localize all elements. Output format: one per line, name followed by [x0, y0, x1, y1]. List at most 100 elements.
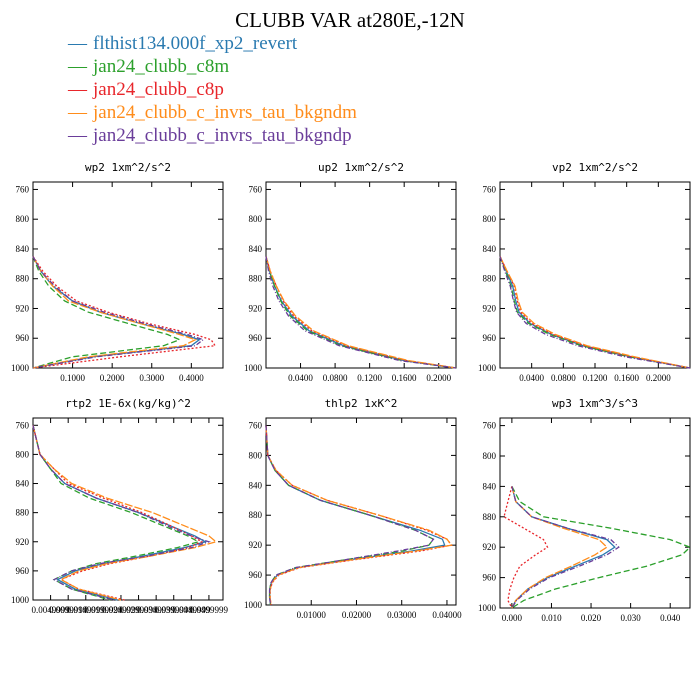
- series-line: [265, 256, 457, 369]
- y-tick-label: 760: [483, 184, 497, 194]
- y-tick-label: 1000: [11, 595, 30, 605]
- plot-title: vp2 1xm^2/s^2: [552, 161, 638, 174]
- y-tick-label: 1000: [11, 363, 30, 373]
- x-tick-label: 0.0249999: [102, 605, 141, 615]
- legend-label: jan24_clubb_c_invrs_tau_bkgndm: [93, 102, 357, 123]
- y-tick-label: 840: [483, 481, 497, 491]
- y-tick-label: 1000: [478, 603, 497, 613]
- legend-item: — jan24_clubb_c8m: [68, 55, 357, 78]
- x-tick-label: 0.010: [541, 613, 562, 623]
- legend-dash-icon: —: [68, 56, 87, 77]
- plot-title: up2 1xm^2/s^2: [318, 161, 404, 174]
- x-tick-label: 0.2000: [100, 373, 125, 383]
- legend-item: — jan24_clubb_c_invrs_tau_bkgndm: [68, 101, 357, 124]
- y-tick-label: 960: [16, 566, 30, 576]
- plot-panel: wp3 1xm^3/s^3 760 800 840 880 920 960 1000 0.000…: [478, 397, 692, 623]
- legend-item: — jan24_clubb_c_invrs_tau_bkgndp: [68, 124, 357, 147]
- y-tick-label: 760: [483, 421, 497, 431]
- y-tick-label: 760: [249, 420, 263, 430]
- x-tick-label: 0.0800: [551, 373, 576, 383]
- y-tick-label: 880: [249, 274, 263, 284]
- series-line: [265, 256, 457, 369]
- y-tick-label: 1000: [478, 363, 497, 373]
- y-tick-label: 960: [483, 333, 497, 343]
- series-line: [32, 256, 182, 369]
- legend: — flthist134.000f_xp2_revert — jan24_clubb…: [68, 32, 357, 147]
- x-tick-label: 0.040: [660, 613, 681, 623]
- series-line: [499, 256, 691, 369]
- series-line: [503, 486, 549, 609]
- series-line: [499, 256, 691, 369]
- x-tick-label: 0.04000: [432, 610, 462, 620]
- y-tick-label: 760: [16, 420, 30, 430]
- x-tick-label: 0.01000: [297, 610, 327, 620]
- plot-frame: [499, 417, 691, 609]
- series-line: [32, 256, 205, 369]
- series-line: [32, 425, 218, 601]
- y-tick-label: 920: [249, 303, 263, 313]
- y-tick-label: 800: [483, 451, 497, 461]
- y-tick-label: 800: [16, 214, 30, 224]
- y-tick-label: 800: [249, 450, 263, 460]
- series-line: [32, 425, 211, 601]
- plot-panel: thlp2 1xK^2 760 800 840 880 920 960 1000 0.01000…: [244, 397, 462, 620]
- legend-item: — jan24_clubb_c8p: [68, 78, 357, 101]
- x-tick-label: 0.0400: [519, 373, 544, 383]
- y-tick-label: 760: [16, 184, 30, 194]
- x-tick-label: 0.0099999: [49, 605, 88, 615]
- series-line: [511, 486, 608, 609]
- y-tick-label: 760: [249, 184, 263, 194]
- x-tick-label: 0.1600: [392, 373, 417, 383]
- series-line: [265, 425, 453, 606]
- x-tick-label: 0.02000: [342, 610, 372, 620]
- y-tick-label: 920: [16, 303, 30, 313]
- series-line: [499, 256, 691, 369]
- y-tick-label: 840: [249, 480, 263, 490]
- y-tick-label: 880: [249, 510, 263, 520]
- plot-title: rtp2 1E-6x(kg/kg)^2: [65, 397, 191, 410]
- x-tick-label: 0.0149999: [67, 605, 106, 615]
- x-tick-label: 0.4000: [179, 373, 204, 383]
- x-tick-label: 0.0349999: [137, 605, 176, 615]
- y-tick-label: 840: [249, 244, 263, 254]
- series-line: [499, 256, 691, 369]
- y-tick-label: 960: [16, 333, 30, 343]
- y-tick-label: 920: [249, 540, 263, 550]
- series-line: [265, 425, 453, 606]
- x-tick-label: 0.030: [621, 613, 642, 623]
- legend-label: flthist134.000f_xp2_revert: [93, 33, 298, 54]
- legend-dash-icon: —: [68, 125, 87, 146]
- x-tick-label: 0.0800: [323, 373, 348, 383]
- series-line: [265, 256, 457, 369]
- plot-frame: [265, 417, 457, 606]
- series-line: [32, 256, 197, 369]
- figure-title: CLUBB VAR at280E,-12N: [235, 8, 465, 32]
- plot-title: wp2 1xm^2/s^2: [85, 161, 171, 174]
- y-tick-label: 1000: [244, 600, 263, 610]
- y-tick-label: 800: [16, 449, 30, 459]
- y-tick-label: 920: [16, 537, 30, 547]
- series-line: [265, 256, 457, 369]
- series-line: [265, 425, 435, 606]
- x-tick-label: 0.0399999: [155, 605, 194, 615]
- legend-dash-icon: —: [68, 33, 87, 54]
- plot-panel: wp2 1xm^2/s^2 760 800 840 880 920 960 1000 0.100…: [11, 161, 224, 383]
- legend-dash-icon: —: [68, 102, 87, 123]
- x-tick-label: 0.1600: [614, 373, 639, 383]
- plot-panel: up2 1xm^2/s^2 760 800 840 880 920 960 1000 0.040…: [244, 161, 457, 383]
- y-tick-label: 880: [483, 274, 497, 284]
- y-tick-label: 1000: [244, 363, 263, 373]
- y-tick-label: 800: [483, 214, 497, 224]
- plot-frame: [32, 417, 224, 601]
- series-line: [265, 425, 435, 606]
- x-tick-label: 0.0400: [288, 373, 313, 383]
- y-tick-label: 920: [483, 303, 497, 313]
- x-tick-label: 0.020: [581, 613, 602, 623]
- y-tick-label: 800: [249, 214, 263, 224]
- series-line: [32, 425, 208, 601]
- legend-label: jan24_clubb_c8m: [93, 56, 230, 77]
- x-tick-label: 0.2000: [646, 373, 671, 383]
- legend-item: — flthist134.000f_xp2_revert: [68, 32, 357, 55]
- plot-panel: vp2 1xm^2/s^2 760 800 840 880 920 960 1000 0.040…: [478, 161, 691, 383]
